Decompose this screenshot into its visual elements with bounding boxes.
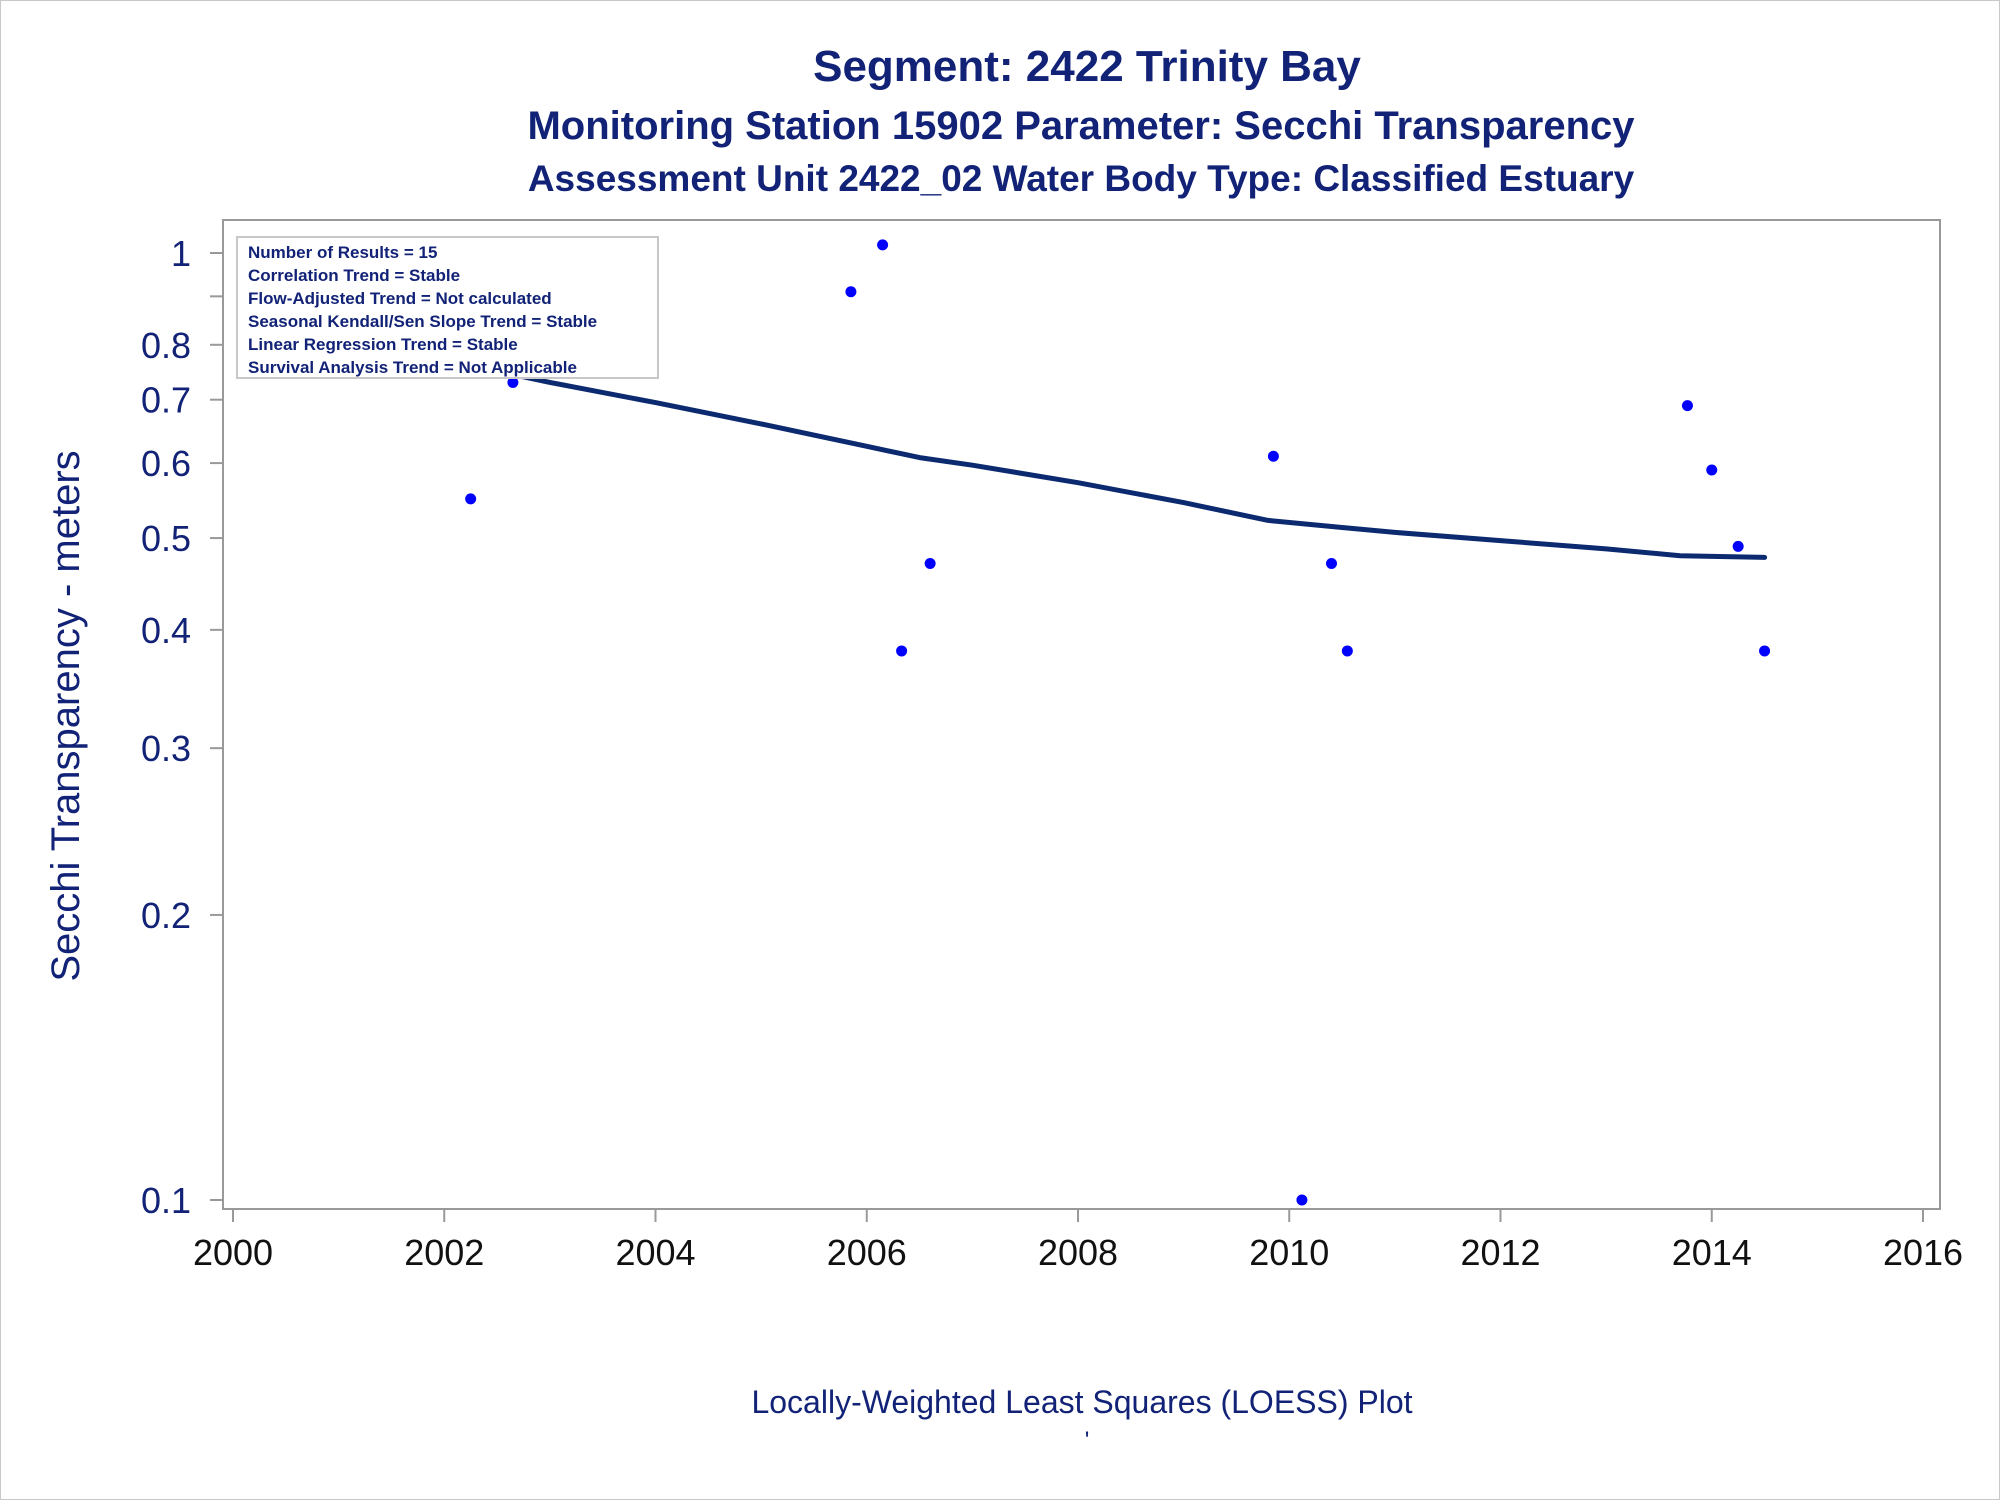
data-point xyxy=(896,645,908,657)
chart-subtitle-1: Monitoring Station 15902 Parameter: Secc… xyxy=(527,104,1635,148)
y-tick-label: 0.5 xyxy=(141,518,191,559)
stats-line-1: Number of Results = 15 xyxy=(248,243,437,262)
y-tick-label: 0.6 xyxy=(141,443,191,484)
data-point xyxy=(507,376,519,388)
x-tick-label: 2000 xyxy=(193,1232,273,1273)
data-point xyxy=(924,558,936,570)
data-point xyxy=(1681,400,1693,412)
data-point xyxy=(1732,540,1744,552)
y-tick-label: 0.2 xyxy=(141,895,191,936)
stats-line-3: Flow-Adjusted Trend = Not calculated xyxy=(248,289,552,308)
stats-line-6: Survival Analysis Trend = Not Applicable xyxy=(248,358,577,377)
x-tick-label: 2008 xyxy=(1038,1232,1118,1273)
y-tick-label: 0.8 xyxy=(141,325,191,366)
x-tick-label: 2012 xyxy=(1460,1232,1540,1273)
data-point xyxy=(1326,558,1337,570)
y-tick-label: 0.3 xyxy=(141,728,191,769)
footnote: Locally-Weighted Least Squares (LOESS) P… xyxy=(751,1384,1412,1420)
stats-box: Number of Results = 15 Correlation Trend… xyxy=(236,236,659,379)
stats-line-4: Seasonal Kendall/Sen Slope Trend = Stabl… xyxy=(248,312,597,331)
data-point xyxy=(1759,645,1771,657)
data-point xyxy=(845,286,857,298)
plot-frame xyxy=(222,219,1941,1210)
x-tick-label: 2002 xyxy=(404,1232,484,1273)
stats-box-frame xyxy=(236,236,659,379)
x-tick-label: 2006 xyxy=(827,1232,907,1273)
data-point xyxy=(1296,1194,1308,1206)
x-tick-label: 2010 xyxy=(1249,1232,1329,1273)
footnote-mark: ' xyxy=(1085,1427,1090,1454)
data-point xyxy=(877,239,889,251)
data-point xyxy=(465,493,477,505)
y-tick-label: 0.4 xyxy=(141,610,191,651)
y-tick-label: 1 xyxy=(171,233,191,274)
loess-line xyxy=(415,358,1768,560)
data-point xyxy=(1706,464,1718,476)
y-tick-label: 0.1 xyxy=(141,1180,191,1221)
chart-title: Segment: 2422 Trinity Bay xyxy=(813,42,1361,91)
chart-subtitle-2: Assessment Unit 2422_02 Water Body Type:… xyxy=(528,158,1635,199)
data-point xyxy=(1341,645,1353,657)
x-tick-label: 2004 xyxy=(615,1232,695,1273)
data-point xyxy=(1267,450,1279,462)
x-tick-label: 2016 xyxy=(1883,1232,1963,1273)
x-tick-label: 2014 xyxy=(1672,1232,1752,1273)
plot-area: 2000 2002 2004 2006 2008 2010 2012 2014 2016 0.1 0… xyxy=(141,219,1963,1273)
stats-line-5: Linear Regression Trend = Stable xyxy=(248,335,518,354)
y-axis-label: Secchi Transparency - meters xyxy=(44,450,88,981)
y-tick-label: 0.7 xyxy=(141,380,191,421)
stats-line-2: Correlation Trend = Stable xyxy=(248,266,460,285)
